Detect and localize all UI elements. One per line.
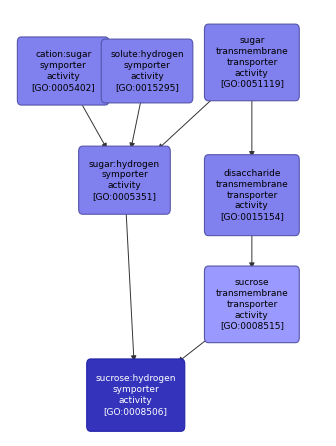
Text: sucrose:hydrogen
symporter
activity
[GO:0008506]: sucrose:hydrogen symporter activity [GO:… — [95, 375, 176, 416]
FancyBboxPatch shape — [79, 146, 170, 214]
FancyBboxPatch shape — [101, 39, 193, 103]
FancyBboxPatch shape — [204, 266, 299, 343]
Text: sugar:hydrogen
symporter
activity
[GO:0005351]: sugar:hydrogen symporter activity [GO:00… — [89, 160, 160, 201]
FancyBboxPatch shape — [17, 37, 109, 105]
Text: sugar
transmembrane
transporter
activity
[GO:0051119]: sugar transmembrane transporter activity… — [215, 37, 288, 88]
Text: cation:sugar
symporter
activity
[GO:0005402]: cation:sugar symporter activity [GO:0005… — [31, 50, 95, 91]
Text: solute:hydrogen
symporter
activity
[GO:0015295]: solute:hydrogen symporter activity [GO:0… — [110, 50, 184, 91]
Text: disaccharide
transmembrane
transporter
activity
[GO:0015154]: disaccharide transmembrane transporter a… — [215, 169, 288, 221]
Text: sucrose
transmembrane
transporter
activity
[GO:0008515]: sucrose transmembrane transporter activi… — [215, 278, 288, 330]
FancyBboxPatch shape — [87, 359, 185, 431]
FancyBboxPatch shape — [204, 155, 299, 235]
FancyBboxPatch shape — [204, 24, 299, 101]
